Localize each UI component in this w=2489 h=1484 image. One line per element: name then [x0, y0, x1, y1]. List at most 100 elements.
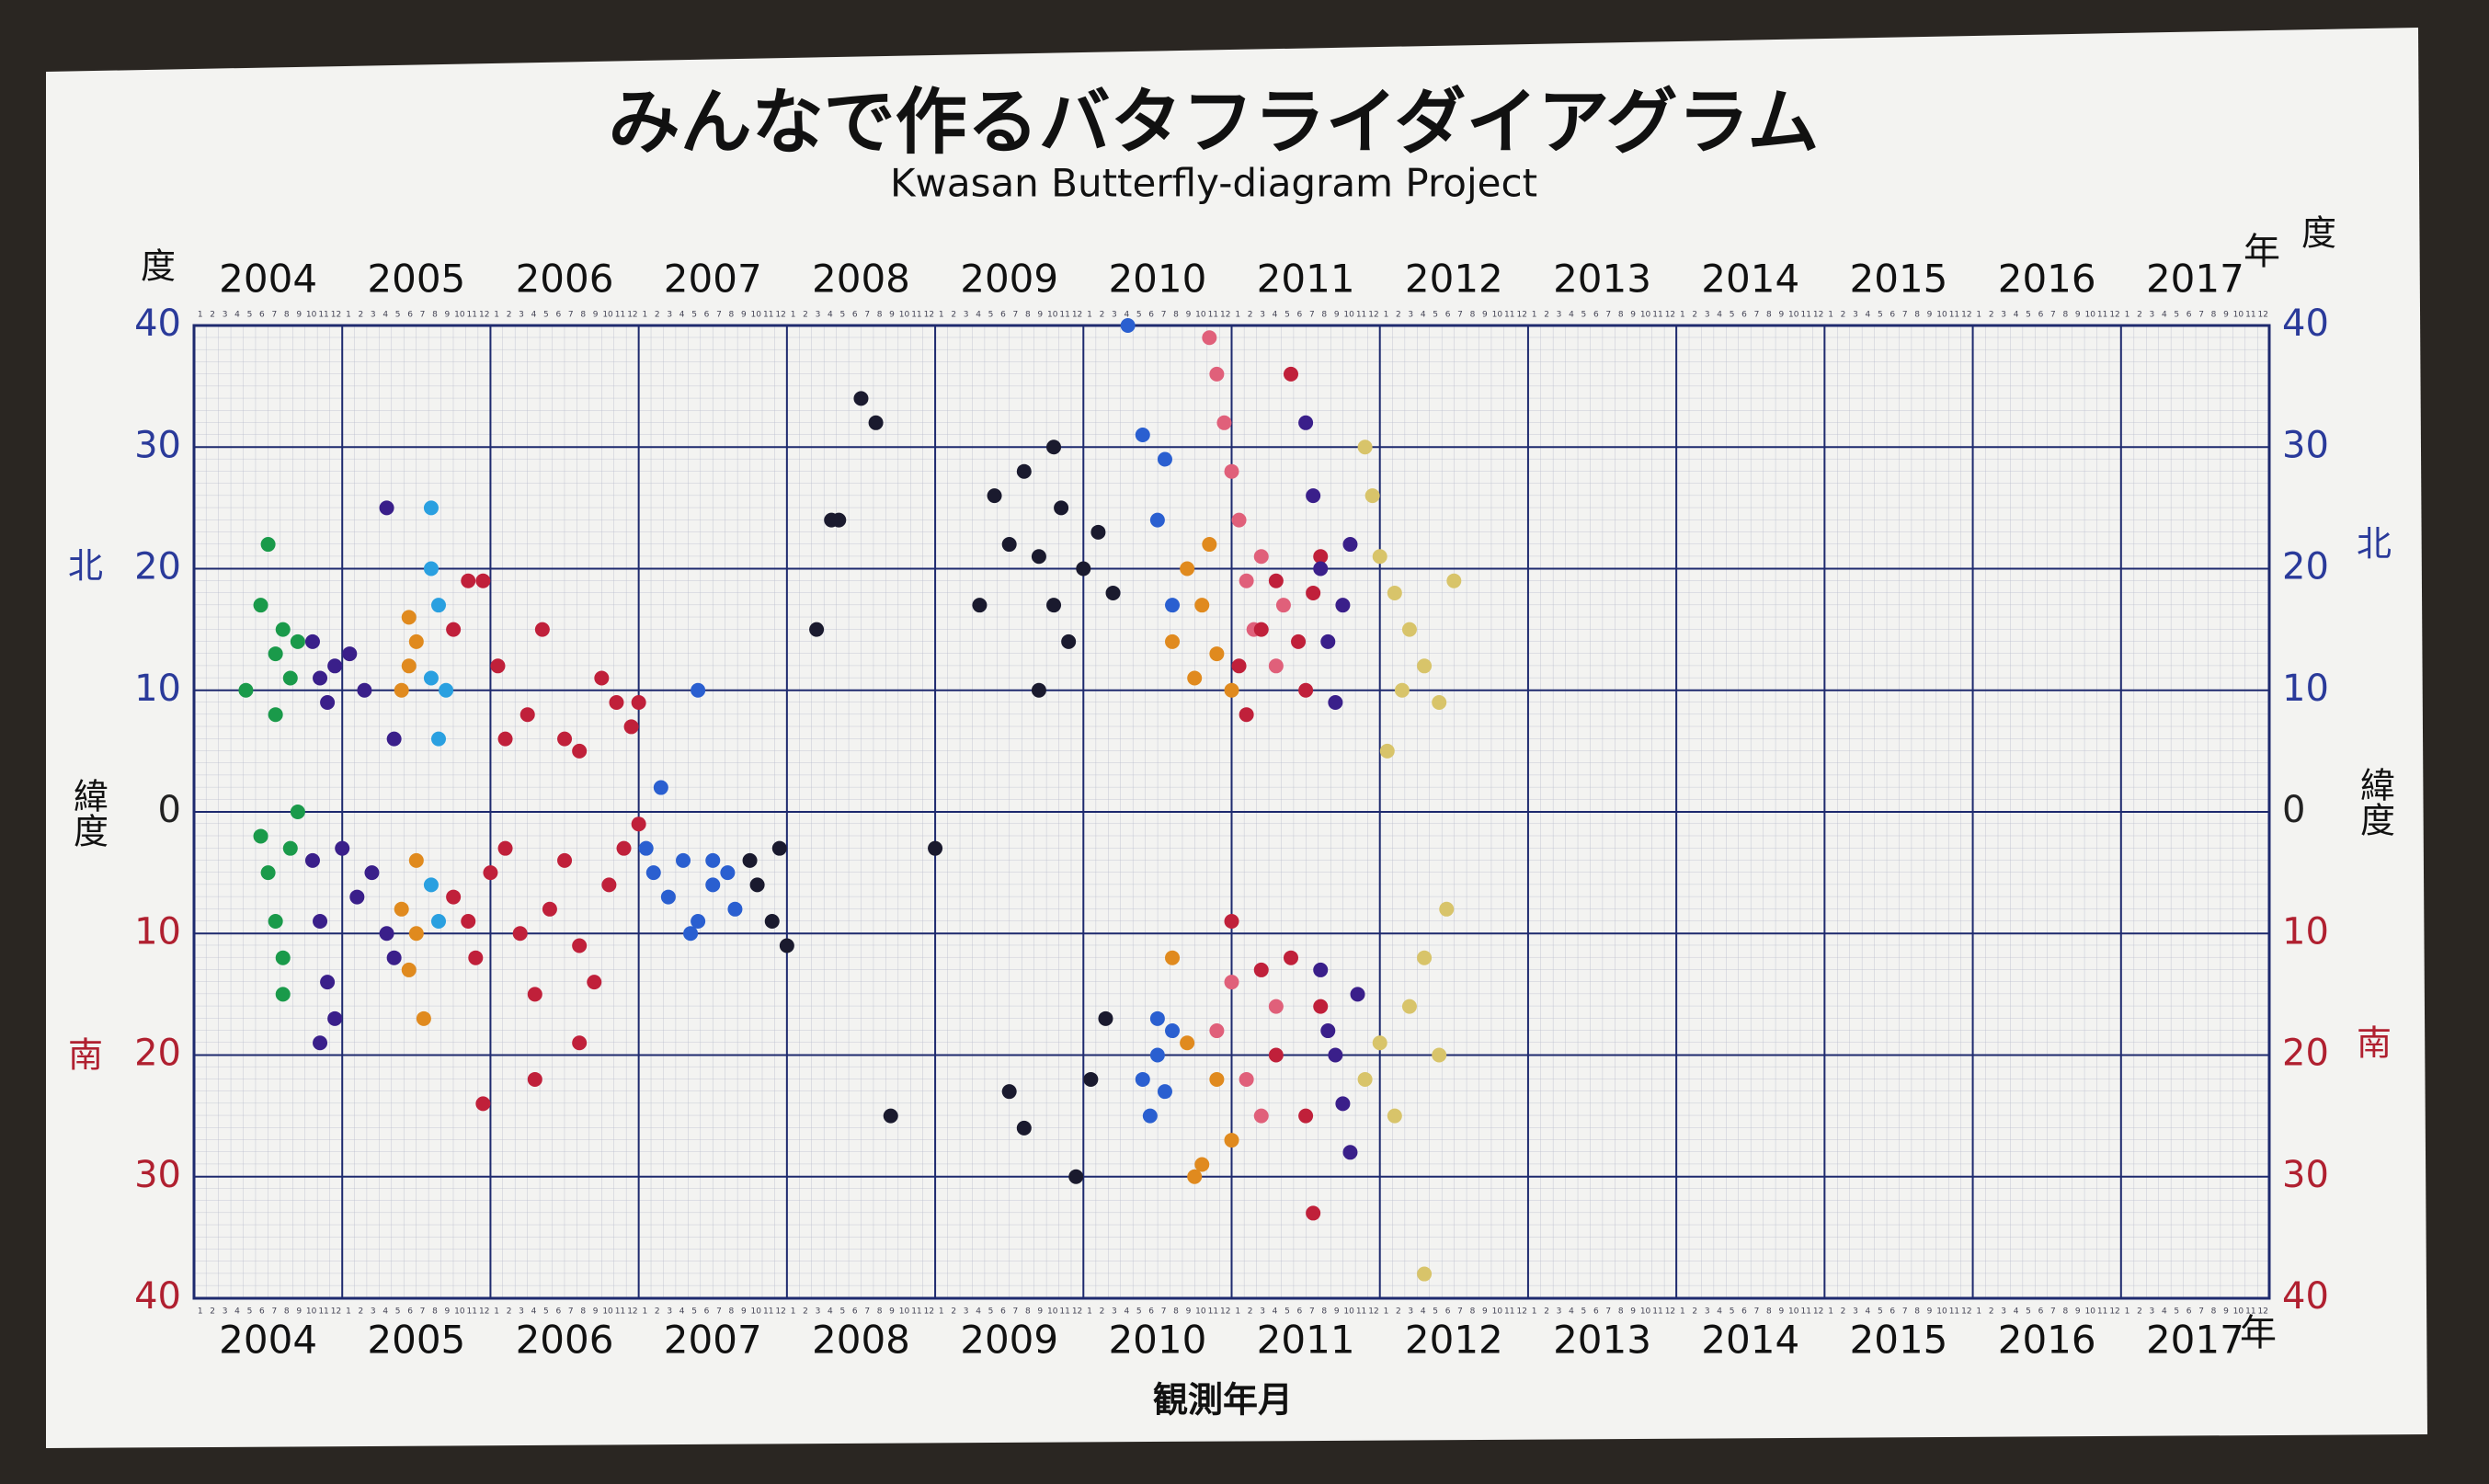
month-label: 2: [655, 1307, 660, 1317]
dot: [1417, 658, 1433, 674]
dot: [557, 852, 573, 868]
month-label: 1: [1828, 1307, 1833, 1317]
x-tick-label-top: 2007: [664, 257, 762, 302]
month-label: 6: [2038, 311, 2044, 320]
month-label: 9: [1186, 1307, 1192, 1317]
dot: [1142, 1108, 1158, 1124]
month-label: 5: [1581, 1307, 1587, 1317]
month-label: 1: [1384, 1307, 1389, 1317]
dot: [749, 877, 765, 893]
month-label: 6: [1297, 1307, 1303, 1317]
dot: [1313, 999, 1329, 1014]
month-label: 2: [210, 1307, 215, 1317]
month-label: 9: [1334, 1307, 1340, 1317]
month-label: 4: [1717, 1307, 1722, 1317]
month-label: 12: [1813, 1307, 1823, 1317]
month-label: 1: [1976, 311, 1981, 320]
month-label: 2: [1100, 311, 1105, 320]
month-label: 5: [1581, 311, 1587, 320]
dot: [408, 634, 424, 649]
dot: [1224, 975, 1239, 990]
y-tick-label-right: 40: [2282, 1275, 2329, 1318]
month-label: 1: [1532, 311, 1537, 320]
dot: [1342, 537, 1358, 553]
month-label: 2: [2137, 311, 2142, 320]
dot: [275, 622, 291, 637]
month-label: 9: [296, 311, 302, 320]
dot: [1165, 950, 1181, 965]
month-label: 4: [2014, 1307, 2019, 1317]
month-label: 2: [951, 1307, 956, 1317]
month-label: 8: [432, 1307, 438, 1317]
dot: [1135, 428, 1150, 443]
month-label: 2: [1989, 1307, 1994, 1317]
month-label: 11: [1504, 311, 1514, 320]
month-label: 4: [1124, 1307, 1129, 1317]
month-label: 9: [445, 311, 451, 320]
month-label: 1: [1680, 1307, 1685, 1317]
month-label: 2: [1396, 1307, 1401, 1317]
month-label: 5: [1433, 311, 1438, 320]
dot: [1054, 500, 1069, 516]
dot: [1239, 1071, 1254, 1087]
month-label: 6: [259, 311, 265, 320]
month-label: 9: [1778, 311, 1784, 320]
month-label: 8: [1766, 311, 1772, 320]
dot: [1209, 646, 1225, 662]
month-label: 12: [1368, 311, 1378, 320]
dot: [1253, 622, 1269, 637]
month-label: 11: [763, 311, 773, 320]
month-label: 3: [519, 1307, 524, 1317]
x-tick-label-top: 2016: [1998, 257, 2096, 302]
month-label: 1: [494, 1307, 499, 1317]
month-label: 12: [2109, 311, 2119, 320]
x-tick-label-bottom: 2004: [219, 1318, 317, 1363]
dot: [357, 682, 372, 698]
month-label: 1: [346, 1307, 351, 1317]
dot: [1194, 598, 1210, 613]
month-label: 5: [839, 311, 845, 320]
dot: [1031, 549, 1046, 565]
dot: [401, 658, 417, 674]
month-label: 10: [1640, 311, 1651, 320]
month-label: 12: [1665, 1307, 1675, 1317]
dot: [557, 731, 573, 747]
month-label: 7: [1161, 1307, 1167, 1317]
month-label: 5: [543, 1307, 549, 1317]
dot: [423, 561, 439, 576]
month-label: 6: [1000, 311, 1006, 320]
month-label: 7: [1754, 311, 1760, 320]
dot: [304, 634, 320, 649]
dot: [1165, 634, 1181, 649]
dot: [1313, 549, 1329, 565]
month-label: 12: [1368, 1307, 1378, 1317]
month-label: 11: [1949, 1307, 1959, 1317]
month-label: 7: [864, 1307, 870, 1317]
month-label: 10: [1492, 311, 1503, 320]
month-label: 10: [454, 311, 465, 320]
month-label: 5: [247, 311, 253, 320]
dot: [660, 889, 676, 905]
dot: [1231, 512, 1247, 528]
dot: [1357, 1071, 1373, 1087]
month-label: 1: [1087, 1307, 1092, 1317]
month-label: 8: [1618, 1307, 1624, 1317]
month-label: 9: [2075, 311, 2081, 320]
month-label: 10: [899, 1307, 910, 1317]
dot: [1357, 439, 1373, 455]
month-label: 6: [259, 1307, 265, 1317]
dot: [594, 670, 610, 686]
dot: [1320, 634, 1336, 649]
month-label: 3: [816, 1307, 821, 1317]
month-label: 11: [911, 1307, 921, 1317]
month-label: 4: [679, 311, 685, 320]
month-label: 10: [1492, 1307, 1503, 1317]
month-label: 5: [2174, 311, 2179, 320]
month-label: 4: [976, 1307, 981, 1317]
month-label: 6: [2038, 1307, 2044, 1317]
month-label: 3: [1557, 311, 1562, 320]
dot: [1417, 950, 1433, 965]
dot: [1149, 1010, 1165, 1026]
month-label: 9: [1630, 311, 1636, 320]
